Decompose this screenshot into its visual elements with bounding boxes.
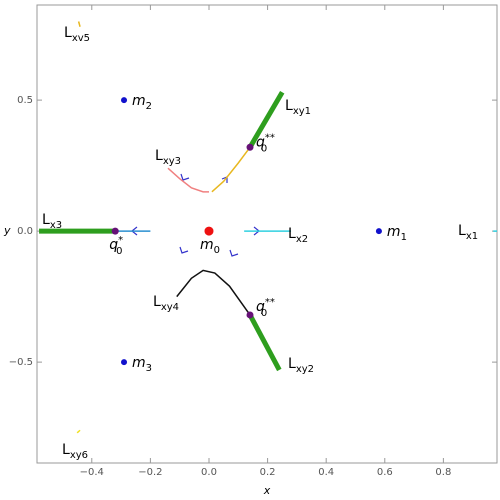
label-base: L [288, 226, 296, 242]
label-sub: xy3 [163, 156, 181, 167]
label: m0 [200, 237, 220, 256]
point [246, 143, 254, 151]
label-base: m [132, 355, 146, 371]
curve [211, 146, 251, 193]
label: q* 0 [109, 235, 123, 257]
curve [76, 429, 81, 434]
y-axis-label: y [3, 224, 11, 237]
label-sub: xy4 [161, 302, 179, 313]
label: q** 0 [256, 297, 275, 319]
curve [77, 21, 81, 27]
arrows [131, 173, 260, 257]
label-base: m [387, 224, 401, 240]
point [121, 97, 128, 104]
label-sub: x2 [296, 234, 308, 245]
label-base: L [64, 25, 72, 41]
y-tick-label: 0.5 [17, 95, 33, 106]
label-base: L [62, 442, 70, 458]
point [246, 311, 254, 319]
x-tick-label: 0.8 [435, 467, 451, 478]
label-sub: xy2 [296, 364, 314, 375]
label-base: L [458, 223, 466, 239]
label-base: m [200, 237, 214, 253]
label-sub: xy1 [293, 106, 311, 117]
x-tick-label: 0.0 [201, 467, 217, 478]
label: Lx3 [42, 212, 62, 231]
frame [36, 4, 498, 464]
y-tick-label: −0.5 [9, 357, 33, 368]
x-tick-label: 0.6 [377, 467, 393, 478]
label-sub: 3 [146, 363, 152, 374]
point [121, 359, 128, 366]
y-tick-label: 0.0 [17, 226, 33, 237]
label-sup: ** [265, 132, 275, 143]
arrow [229, 249, 239, 257]
curve [247, 313, 282, 372]
label-sub: 2 [146, 101, 152, 112]
label-sub: xv5 [72, 33, 90, 44]
label: Lxv5 [64, 25, 90, 44]
curve [167, 167, 209, 193]
label: Lxy3 [155, 148, 181, 167]
label-sup: ** [265, 297, 275, 308]
curve [247, 90, 285, 149]
label-sub: x1 [466, 231, 478, 242]
label-base: q [256, 299, 265, 315]
label-sub: 0 [214, 245, 220, 256]
label: Lx1 [458, 223, 478, 242]
label-base: q [256, 134, 265, 150]
label-sub: 1 [401, 232, 407, 243]
label-sub: 0 [261, 143, 267, 154]
label-base: L [153, 294, 161, 310]
x-axis-label: x [263, 484, 271, 497]
label-sub: 0 [261, 308, 267, 319]
curve [176, 269, 251, 316]
label-base: m [132, 93, 146, 109]
x-tick-label: 0.4 [318, 467, 334, 478]
label: m1 [387, 224, 407, 243]
label: m3 [132, 355, 152, 374]
label-sup: * [118, 235, 123, 246]
x-tick-label: −0.4 [80, 467, 104, 478]
label: Lxy6 [62, 442, 88, 461]
label-sub: xy6 [70, 450, 88, 461]
label: m2 [132, 93, 152, 112]
point [204, 226, 214, 236]
arrow [180, 173, 190, 181]
label: q** 0 [256, 132, 275, 154]
label-base: L [288, 356, 296, 372]
label-base: L [42, 212, 50, 228]
label: Lxy4 [153, 294, 179, 313]
point [375, 228, 382, 235]
label-base: L [285, 98, 293, 114]
label-sub: 0 [116, 246, 122, 257]
x-tick-label: 0.2 [260, 467, 276, 478]
label: Lxy2 [288, 356, 314, 375]
label-sub: x3 [50, 220, 62, 231]
label-base: q [109, 237, 118, 253]
point [111, 227, 119, 235]
label: Lx2 [288, 226, 308, 245]
arrow [179, 246, 189, 254]
x-tick-label: −0.2 [138, 467, 162, 478]
label-base: L [155, 148, 163, 164]
label: Lxy1 [285, 98, 311, 117]
